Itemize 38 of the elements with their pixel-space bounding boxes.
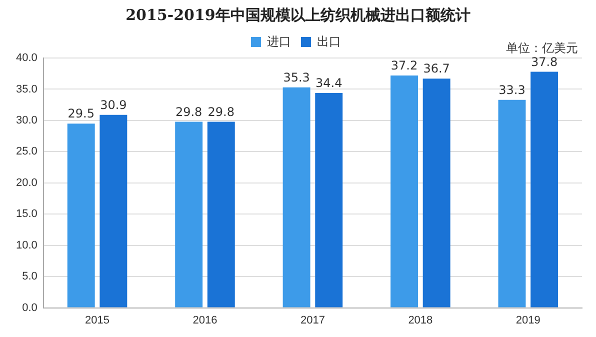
bar	[207, 122, 235, 308]
data-label: 33.3	[498, 82, 526, 97]
bar	[175, 122, 203, 308]
legend-label: 出口	[317, 34, 341, 48]
bar	[315, 92, 343, 308]
bar	[530, 72, 558, 308]
y-tick-label: 30.0	[16, 114, 38, 126]
data-label: 29.5	[68, 106, 94, 121]
x-tick-label: 2019	[516, 314, 540, 326]
bar	[282, 87, 310, 308]
bar	[67, 124, 95, 308]
x-tick-label: 2016	[192, 314, 218, 326]
bar	[498, 100, 526, 308]
x-tick-label: 2018	[408, 314, 433, 326]
x-tick-label: 2017	[300, 314, 325, 326]
y-tick-label: 15.0	[16, 208, 38, 220]
data-label: 29.8	[208, 104, 235, 119]
bar	[100, 114, 128, 308]
chart-title: 2015-2019年中国规模以上纺织机械进出口额统计	[124, 6, 472, 25]
y-tick-label: 35.0	[16, 83, 38, 96]
data-label: 30.9	[100, 98, 127, 112]
data-label: 37.2	[390, 58, 418, 73]
y-tick-label: 10.0	[16, 239, 38, 252]
data-label: 29.8	[175, 104, 202, 119]
bar	[422, 78, 450, 308]
y-tick-label: 40.0	[16, 52, 38, 64]
legend-label: 进口	[267, 34, 291, 48]
bar	[390, 75, 418, 308]
y-tick-label: 20.0	[16, 176, 38, 189]
data-label: 37.8	[530, 54, 558, 69]
text: 单位：亿美元	[506, 40, 578, 57]
y-tick-label: 25.0	[16, 146, 38, 158]
x-tick-label: 2015	[85, 314, 110, 326]
data-label: 35.3	[283, 70, 310, 84]
y-tick-label: 5.0	[22, 270, 38, 283]
data-label: 36.7	[423, 62, 450, 76]
y-tick-label: 0.0	[22, 302, 38, 314]
data-label: 34.4	[316, 76, 342, 90]
